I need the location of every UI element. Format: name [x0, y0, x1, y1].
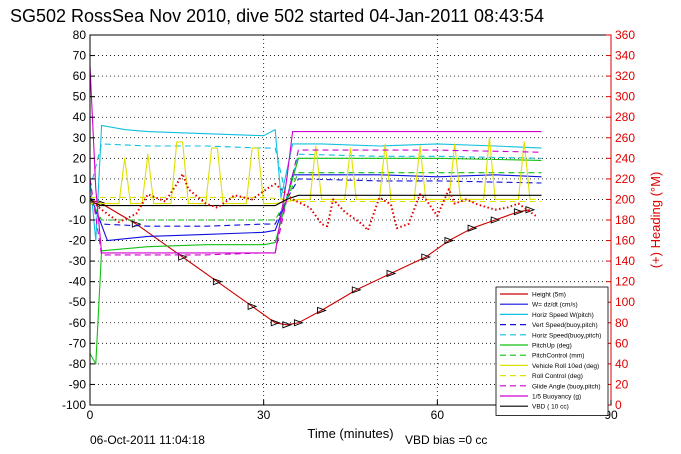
chart-title: SG502 RossSea Nov 2010, dive 502 started… — [10, 6, 544, 26]
x-axis-ticks: 0 30 60 90 — [87, 400, 618, 422]
right-tick-label: 320 — [615, 69, 635, 83]
left-tick-label: 40 — [73, 110, 87, 124]
series-line-4 — [89, 143, 542, 200]
depth-marker — [293, 319, 304, 327]
right-tick-label: 40 — [615, 357, 629, 371]
left-tick-label: 30 — [73, 131, 87, 145]
legend-entry: PitchControl (mm) — [532, 353, 584, 360]
legend-entry: Height (5m) — [532, 292, 566, 299]
right-axis-label: (+) Heading (°M) — [648, 172, 663, 269]
depth-marker — [178, 253, 188, 261]
legend-box — [495, 286, 609, 416]
left-tick-label: -40 — [69, 275, 87, 289]
right-tick-label: 340 — [615, 49, 635, 63]
right-tick-label: 180 — [615, 213, 635, 227]
right-tick-label: 20 — [615, 377, 629, 391]
legend-entry: Vert Speed(buoy,pitch) — [532, 322, 598, 329]
left-tick-label: 60 — [73, 69, 87, 83]
legend-entry: W= dz/dt (cm/s) — [532, 302, 578, 309]
x-axis-label: Time (minutes) — [307, 426, 393, 441]
series-line-1 — [89, 174, 542, 242]
series-line-6 — [89, 172, 542, 221]
legend-entry: Glide Angle (buoy,pitch) — [532, 383, 601, 390]
right-tick-label: 160 — [615, 234, 635, 248]
depth-marker — [467, 224, 478, 232]
series-line-0 — [89, 198, 531, 326]
right-tick-label: 60 — [615, 336, 629, 350]
series-line-12 — [89, 172, 537, 232]
series-layer — [89, 65, 542, 365]
depth-marker — [525, 206, 536, 214]
x-tick-label: 30 — [257, 408, 271, 422]
legend-entry: VBD ( 10 cc) — [532, 404, 569, 411]
legend-entry: PitchUp (deg) — [532, 343, 572, 350]
depth-marker — [421, 253, 432, 261]
depth-marker — [513, 208, 524, 216]
depth-marker — [317, 306, 327, 315]
series-line-7 — [90, 137, 536, 205]
right-tick-label: 0 — [615, 398, 622, 412]
depth-marker — [351, 286, 362, 294]
depth-marker — [212, 278, 223, 286]
right-tick-label: 100 — [615, 295, 635, 309]
right-tick-label: 360 — [615, 28, 635, 42]
legend-entry: Vehicle Roll 10ed (deg) — [532, 363, 599, 370]
depth-marker — [270, 319, 281, 327]
right-tick-label: 140 — [615, 254, 635, 268]
x-tick-label: 60 — [431, 408, 445, 422]
depth-marker — [444, 236, 455, 245]
legend: Height (5m) W= dz/dt (cm/s) Horiz Speed W(… — [495, 286, 609, 416]
right-tick-label: 300 — [615, 90, 635, 104]
left-tick-label: -20 — [69, 234, 87, 248]
right-tick-label: 220 — [615, 172, 635, 186]
legend-entry: 1/5 Buoyancy (g) — [532, 394, 581, 401]
left-tick-label: -100 — [62, 398, 86, 412]
depth-marker — [490, 216, 501, 224]
right-tick-label: 240 — [615, 151, 635, 165]
series-line-2 — [89, 124, 542, 242]
x-tick-label: 0 — [87, 408, 94, 422]
right-tick-label: 80 — [615, 316, 629, 330]
legend-entry: Roll Control (deg) — [532, 373, 583, 380]
series-line-3 — [89, 178, 542, 227]
series-line-11 — [89, 194, 542, 207]
series-line-10 — [89, 65, 542, 254]
left-tick-label: -60 — [69, 316, 87, 330]
right-tick-label: 280 — [615, 110, 635, 124]
footer-timestamp: 06-Oct-2011 11:04:18 — [90, 433, 205, 447]
left-tick-label: 80 — [73, 28, 87, 42]
left-tick-label: 70 — [73, 49, 87, 63]
right-axis-ticks: 0 20 40 60 80 100 120 140 160 180 200 220 240 260 280 3… — [606, 28, 635, 412]
left-tick-label: 0 — [79, 192, 86, 206]
left-tick-label: -80 — [69, 357, 87, 371]
left-tick-label: 10 — [73, 172, 87, 186]
legend-entry: Horiz Speed W(pitch) — [532, 312, 594, 319]
left-tick-label: -30 — [69, 254, 87, 268]
series-line-5 — [89, 157, 542, 365]
left-tick-label: -70 — [69, 336, 87, 350]
legend-entry: Horiz Speed(buoy,pitch) — [532, 332, 601, 339]
depth-marker — [386, 269, 397, 278]
left-tick-label: -90 — [69, 377, 87, 391]
right-tick-label: 200 — [615, 192, 635, 206]
left-tick-label: -50 — [69, 295, 87, 309]
depth-marker — [282, 321, 293, 329]
right-tick-label: 260 — [615, 131, 635, 145]
left-tick-label: -10 — [69, 213, 87, 227]
depth-marker — [247, 302, 258, 310]
left-tick-label: 50 — [73, 90, 87, 104]
footer-vbd-bias: VBD bias =0 cc — [405, 433, 487, 447]
left-tick-label: 20 — [73, 151, 87, 165]
right-tick-label: 120 — [615, 275, 635, 289]
left-axis-ticks: -100-90-80-70-60-50-40-30-20-10010203040… — [62, 28, 95, 412]
